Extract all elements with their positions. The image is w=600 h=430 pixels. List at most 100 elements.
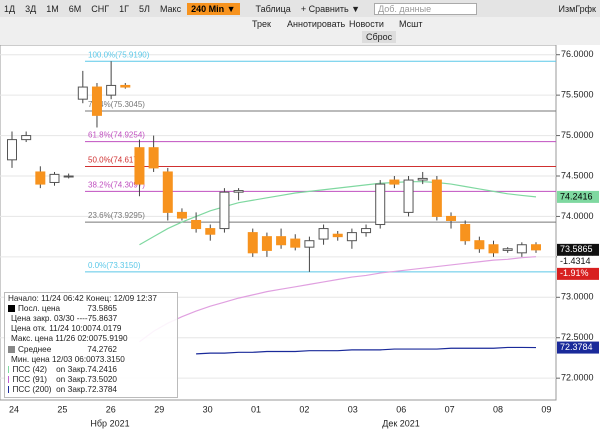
x-tick-label: 08 — [493, 404, 503, 414]
period-button[interactable]: 1М — [46, 3, 59, 14]
interval-button[interactable]: 240 Min ▼ — [187, 2, 240, 15]
legend-swatch — [8, 376, 10, 384]
edit-chart-button[interactable]: ИзмГрфк — [558, 3, 597, 14]
period-button[interactable]: 1Д — [4, 3, 16, 14]
candle-body — [247, 232, 258, 254]
x-tick-label: 07 — [445, 404, 455, 414]
candle-body — [191, 219, 202, 230]
legend-row: Макс. цена 11/26 02:00 75.9190 — [5, 334, 177, 344]
candle-body — [148, 147, 159, 169]
candle-body — [233, 190, 244, 193]
candle-body — [446, 215, 457, 221]
candle-body — [162, 171, 173, 213]
fib-label: 38.2%(74.3097) — [88, 181, 145, 190]
y-tick-label: 76.0000 — [561, 49, 594, 59]
legend-row: Цена закр. 03/30 ---- 75.8637 — [5, 313, 177, 323]
legend-value: 74.0179 — [91, 324, 122, 334]
candle-body — [403, 179, 414, 213]
y-tick-label: 72.5000 — [561, 332, 594, 342]
candle-body — [516, 244, 527, 254]
moving-average-line — [139, 181, 537, 246]
period-button[interactable]: Макс — [159, 3, 182, 14]
y-tick-label: 74.5000 — [561, 170, 594, 180]
legend-label: ПСС (200) on Закр. — [12, 385, 88, 395]
add-data-input[interactable]: Доб. данные — [374, 2, 478, 15]
legend-label: Посл. цена — [18, 303, 61, 313]
candle-body — [375, 183, 386, 226]
candle-body — [7, 139, 17, 161]
period-button[interactable]: СНГ — [91, 3, 110, 14]
legend-label: Цена закр. 03/30 ---- — [11, 313, 88, 323]
change-label: -1.4314 — [560, 256, 591, 266]
change-pct-label: -1.91% — [560, 268, 589, 278]
candle-body — [474, 240, 485, 250]
candle-body — [63, 175, 74, 178]
legend: Начало: 11/24 06:42 Конец: 12/09 12:37 П… — [4, 292, 178, 398]
news-button[interactable]: Новости — [349, 19, 384, 29]
legend-swatch — [8, 345, 15, 353]
change-pct-label-box — [557, 267, 599, 280]
y-tick-label: 75.0000 — [561, 130, 594, 140]
candle-body — [176, 211, 187, 219]
period-button[interactable]: 6М — [68, 3, 82, 14]
fib-label: 50.0%(74.6170) — [88, 156, 145, 165]
period-button[interactable]: 5Л — [139, 3, 150, 14]
fib-label: 0.0%(73.3150) — [88, 261, 141, 270]
candle-body — [35, 171, 46, 185]
x-tick-label: 01 — [251, 404, 261, 414]
candle-body — [332, 233, 343, 238]
reset-button[interactable]: Сброс — [362, 31, 397, 43]
zoom-button[interactable]: Мсшт — [399, 19, 423, 29]
ma-value-label-box — [557, 341, 599, 354]
legend-row: ПСС (42) on Закр. 74.2416 — [5, 364, 177, 374]
candle-body — [502, 248, 513, 251]
legend-row: Мин. цена 12/03 06:00 73.3150 — [5, 354, 177, 364]
candle-body — [261, 236, 272, 251]
period-button[interactable]: 1Г — [119, 3, 130, 14]
legend-header: Начало: 11/24 06:42 Конец: 12/09 12:37 — [8, 293, 157, 303]
legend-label: ПСС (91) on Закр. — [12, 375, 88, 385]
track-button[interactable]: Трек — [252, 19, 271, 29]
month-label: Дек 2021 — [382, 418, 420, 428]
annotate-button[interactable]: Аннотировать — [287, 19, 346, 29]
ma-value-label: 74.2416 — [560, 191, 593, 201]
compare-button[interactable]: + Сравнить ▼ — [300, 3, 361, 14]
candle-body — [276, 236, 287, 246]
period-button[interactable]: 3Д — [25, 3, 37, 14]
candle-body — [120, 84, 131, 88]
legend-value: 74.2762 — [87, 344, 117, 354]
y-tick-label: 73.0000 — [561, 292, 594, 302]
change-label-box — [557, 255, 599, 268]
toolbar-secondary: Трек Аннотировать Новости Мсшт Сброс — [0, 17, 600, 45]
fib-label: 76.4%(75.3045) — [88, 100, 145, 109]
x-tick-label: 29 — [154, 404, 164, 414]
toolbar: 1Д 3Д 1М 6М СНГ 1Г 5Л Макс 240 Min ▼ Таблица + Сра… — [0, 0, 600, 17]
x-tick-label: 26 — [106, 404, 116, 414]
moving-average-line — [139, 256, 537, 343]
y-tick-label: 74.0000 — [561, 211, 594, 221]
candle-body — [205, 228, 216, 235]
legend-label: Среднее — [18, 344, 52, 354]
candle-body — [91, 86, 102, 116]
x-tick-label: 24 — [9, 404, 19, 414]
x-tick-label: 06 — [396, 404, 406, 414]
candle-body — [134, 147, 145, 185]
x-tick-label: 03 — [348, 404, 358, 414]
candle-body — [106, 84, 117, 96]
legend-value: 74.2416 — [87, 364, 117, 374]
x-tick-label: 25 — [57, 404, 67, 414]
legend-label: Мин. цена 12/03 06:00 — [11, 354, 96, 364]
y-tick-label: 75.5000 — [561, 90, 594, 100]
x-tick-label: 02 — [299, 404, 309, 414]
legend-swatch — [8, 365, 10, 373]
candle-body — [290, 238, 301, 248]
table-button[interactable]: Таблица — [255, 3, 291, 14]
moving-average-line — [196, 346, 537, 355]
x-tick-label: 09 — [541, 404, 551, 414]
legend-row: ПСС (200) on Закр. 72.3784 — [5, 385, 177, 395]
legend-value: 73.3150 — [95, 354, 125, 364]
candle-body — [361, 228, 372, 234]
